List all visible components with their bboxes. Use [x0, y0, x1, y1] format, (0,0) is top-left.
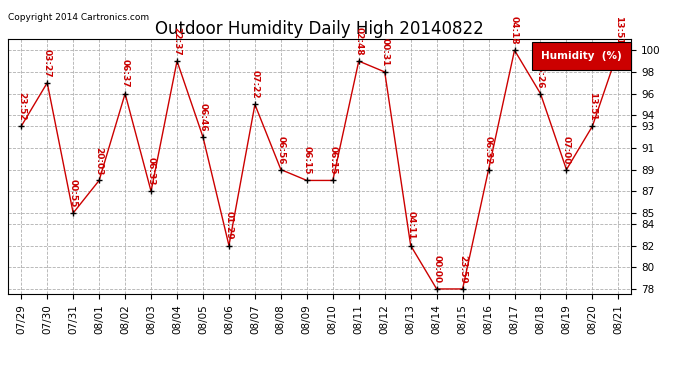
Text: 22:37: 22:37 [172, 27, 181, 56]
Text: 00:00: 00:00 [432, 255, 441, 284]
Text: 20:03: 20:03 [95, 147, 103, 175]
Text: 00:55: 00:55 [69, 179, 78, 207]
Text: Humidity  (%): Humidity (%) [541, 51, 622, 61]
Title: Outdoor Humidity Daily High 20140822: Outdoor Humidity Daily High 20140822 [155, 20, 484, 38]
Text: 07:00: 07:00 [562, 136, 571, 164]
Text: 23:52: 23:52 [17, 92, 26, 121]
Text: 06:33: 06:33 [146, 157, 155, 186]
Text: 06:32: 06:32 [484, 135, 493, 164]
FancyBboxPatch shape [532, 42, 631, 70]
Text: 06:56: 06:56 [277, 135, 286, 164]
Text: 06:46: 06:46 [199, 103, 208, 132]
Text: 06:26: 06:26 [536, 60, 545, 88]
Text: 04:11: 04:11 [406, 211, 415, 240]
Text: 07:22: 07:22 [250, 70, 259, 99]
Text: 01:29: 01:29 [224, 211, 233, 240]
Text: Copyright 2014 Cartronics.com: Copyright 2014 Cartronics.com [8, 13, 150, 22]
Text: 03:27: 03:27 [43, 49, 52, 77]
Text: 04:18: 04:18 [510, 16, 519, 45]
Text: 13:51: 13:51 [588, 92, 597, 121]
Text: 06:15: 06:15 [328, 146, 337, 175]
Text: 02:48: 02:48 [354, 27, 363, 56]
Text: 23:59: 23:59 [458, 255, 467, 284]
Text: 06:37: 06:37 [121, 60, 130, 88]
Text: 13:51: 13:51 [614, 16, 623, 45]
Text: 00:31: 00:31 [380, 38, 389, 66]
Text: 06:15: 06:15 [302, 146, 311, 175]
